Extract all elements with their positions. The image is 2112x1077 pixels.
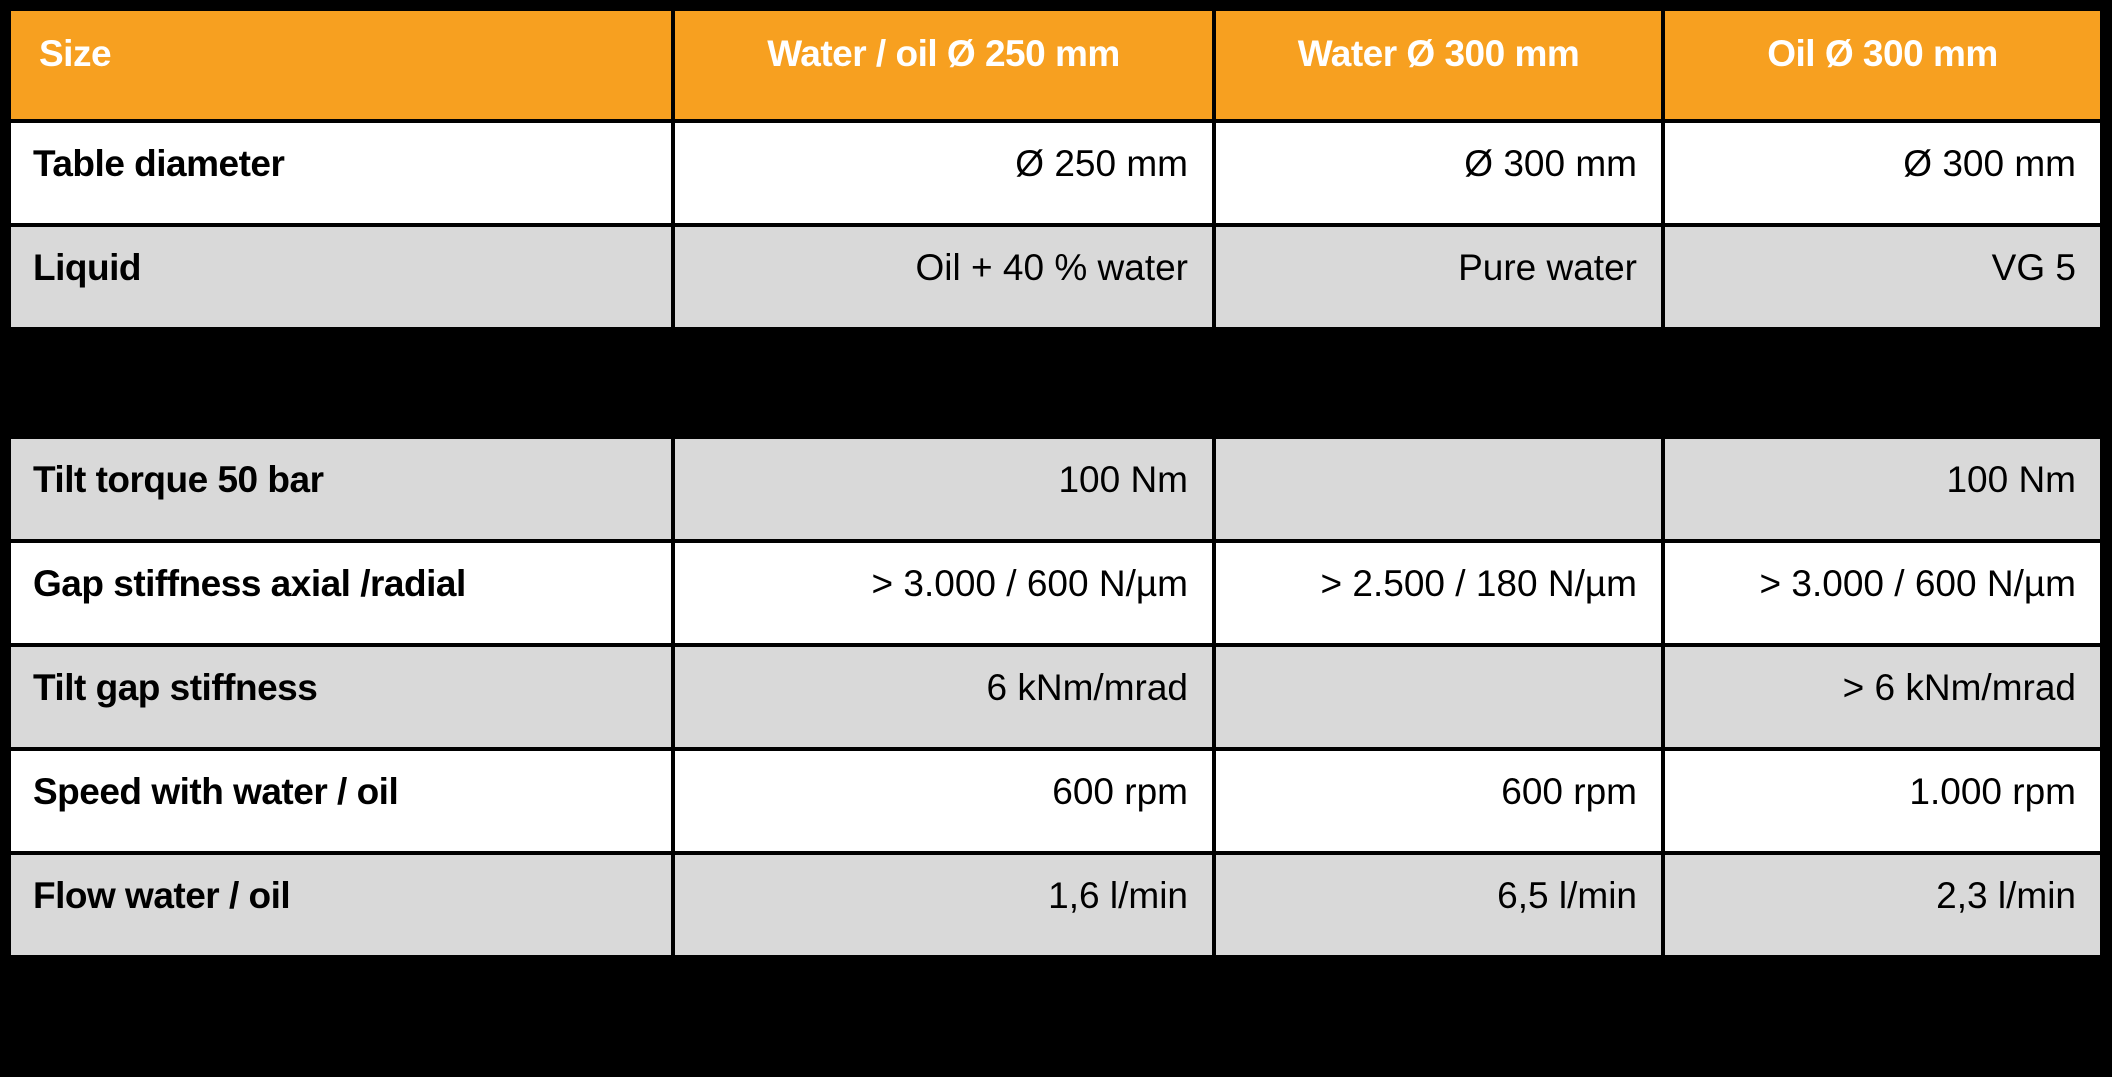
cell-water-oil-250: Oil + 40 % water [671,223,1216,331]
table-row-tilt-gap-stiffness: Tilt gap stiffness 6 kNm/mrad > 6 kNm/mr… [7,643,2104,751]
cell-water-300: Ø 300 mm [1212,119,1665,227]
cell-oil-300: > 3.000 / 600 N/µm [1661,539,2104,647]
cell-water-300: 600 rpm [1212,747,1665,855]
header-water-oil-250: Water / oil Ø 250 mm [671,7,1216,123]
cell-water-oil-250: 100 Nm [671,435,1216,543]
table-row-gap-stiffness: Gap stiffness axial /radial > 3.000 / 60… [7,539,2104,647]
table-header-row: Size Water / oil Ø 250 mm Water Ø 300 mm… [7,7,2104,123]
cell-oil-300: 1.000 rpm [1661,747,2104,855]
row-label: Table diameter [7,119,675,227]
header-size: Size [7,7,675,123]
cell-oil-300: 2,3 l/min [1661,851,2104,959]
header-oil-300: Oil Ø 300 mm [1661,7,2104,123]
divider-band [7,327,2104,439]
cell-oil-300: VG 5 [1661,223,2104,331]
cell-water-oil-250: 1,6 l/min [671,851,1216,959]
table-row-tilt-torque: Tilt torque 50 bar 100 Nm 100 Nm [7,435,2104,543]
table-row-speed: Speed with water / oil 600 rpm 600 rpm 1… [7,747,2104,855]
section-divider [7,327,2104,439]
cell-oil-300: Ø 300 mm [1661,119,2104,227]
cell-water-300: > 2.500 / 180 N/µm [1212,539,1665,647]
row-label: Tilt gap stiffness [7,643,675,751]
row-label: Tilt torque 50 bar [7,435,675,543]
row-label: Speed with water / oil [7,747,675,855]
row-label: Flow water / oil [7,851,675,959]
cell-water-oil-250: > 3.000 / 600 N/µm [671,539,1216,647]
table-row-flow: Flow water / oil 1,6 l/min 6,5 l/min 2,3… [7,851,2104,959]
cell-oil-300: > 6 kNm/mrad [1661,643,2104,751]
cell-water-oil-250: Ø 250 mm [671,119,1216,227]
table-row-table-diameter: Table diameter Ø 250 mm Ø 300 mm Ø 300 m… [7,119,2104,227]
cell-water-300 [1212,435,1665,543]
cell-oil-300: 100 Nm [1661,435,2104,543]
cell-water-oil-250: 600 rpm [671,747,1216,855]
specification-table: Size Water / oil Ø 250 mm Water Ø 300 mm… [7,7,2104,959]
row-label: Liquid [7,223,675,331]
cell-water-oil-250: 6 kNm/mrad [671,643,1216,751]
cell-water-300 [1212,643,1665,751]
row-label: Gap stiffness axial /radial [7,539,675,647]
cell-water-300: 6,5 l/min [1212,851,1665,959]
table-row-liquid: Liquid Oil + 40 % water Pure water VG 5 [7,223,2104,331]
cell-water-300: Pure water [1212,223,1665,331]
header-water-300: Water Ø 300 mm [1212,7,1665,123]
